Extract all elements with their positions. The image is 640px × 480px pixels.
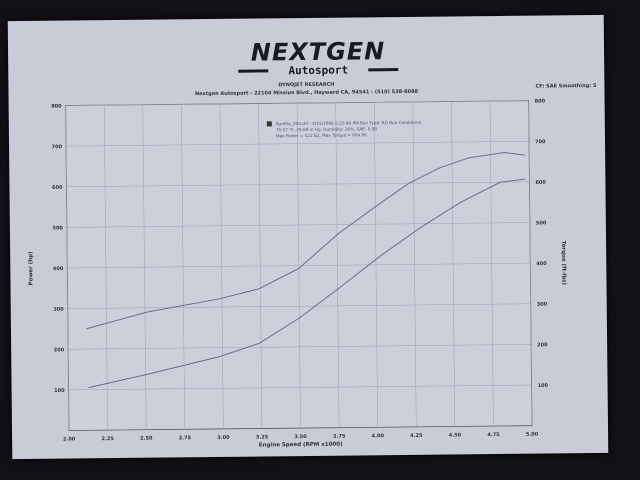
data-point — [338, 287, 340, 289]
x-tick-label: 2.00 — [63, 436, 76, 442]
data-point — [258, 288, 260, 290]
x-tick-label: 4.00 — [372, 433, 385, 439]
grid-line-y — [66, 141, 530, 147]
y-tick-label: 100 — [54, 388, 65, 394]
y-right-tick-label: 700 — [535, 139, 546, 145]
x-tick-label: 4.75 — [487, 432, 500, 438]
grid-line-y — [66, 181, 530, 188]
series-line-1 — [86, 152, 525, 330]
y-tick-label: 700 — [52, 144, 63, 150]
data-point — [148, 373, 150, 375]
x-tick-label: 4.50 — [449, 432, 462, 438]
data-point — [439, 167, 441, 169]
data-point — [298, 268, 300, 269]
dyno-sheet: NEXTGEN Autosport DYNOJET RESEARCH Nextg… — [7, 14, 609, 460]
grid-line-y — [65, 100, 529, 106]
data-point — [86, 328, 87, 330]
data-point — [338, 233, 339, 234]
y-right-tick-label: 500 — [536, 220, 547, 226]
data-point — [147, 311, 149, 313]
data-point — [419, 227, 421, 229]
y-tick-label: 500 — [52, 225, 63, 231]
grid-line-y — [66, 222, 530, 228]
legend-line: 75.57 °F, 29.69 in Hg, Humidity: 26%, SA… — [276, 126, 378, 132]
y-tick-label: 800 — [51, 104, 62, 110]
x-tick-label: 2.25 — [101, 436, 114, 442]
data-point — [408, 182, 410, 184]
legend-line: Max Power = 522.62, Max Torque = 604.66 — [276, 132, 367, 138]
x-tick-label: 3.50 — [294, 434, 307, 440]
x-tick-label: 2.75 — [179, 435, 192, 441]
data-point — [459, 202, 461, 203]
x-tick-label: 4.25 — [410, 433, 423, 439]
data-point — [88, 387, 90, 389]
y-right-tick-label: 300 — [537, 302, 548, 308]
data-point — [380, 255, 381, 257]
data-point — [468, 157, 470, 159]
data-point — [219, 356, 220, 358]
x-tick-label: 3.00 — [217, 435, 230, 441]
y-tick-label: 200 — [54, 347, 65, 353]
data-point — [379, 203, 381, 204]
dyno-chart: 2.00 2.25 2.50 2.75 3.00 3.25 3.50 3.75 4.00 4.25… — [28, 99, 566, 449]
x-tick-label: 3.75 — [333, 434, 346, 440]
x-axis-label: Engine Speed (RPM x1000) — [259, 442, 343, 449]
y-tick-label: 300 — [53, 307, 64, 313]
data-point — [499, 181, 501, 183]
grid-line-y — [68, 344, 532, 350]
y-right-tick-label: 100 — [538, 383, 549, 389]
data-point — [524, 154, 525, 156]
x-tick-label: 5.00 — [526, 432, 539, 438]
grid-line-y — [67, 303, 531, 309]
grid-line-y — [68, 384, 532, 391]
y-right-tick-label: 200 — [537, 342, 548, 348]
x-tick-label: 2.50 — [140, 436, 153, 442]
y-right-axis-label: Torque (ft-lbs) — [560, 241, 566, 286]
data-point — [218, 298, 220, 300]
y-tick-label: 600 — [52, 185, 63, 191]
legend-swatch — [266, 121, 272, 127]
data-point — [524, 178, 526, 180]
y-tick-label: 400 — [53, 266, 64, 272]
x-tick-label: 3.25 — [256, 434, 269, 440]
grid-line-y — [67, 262, 531, 269]
data-point — [504, 152, 505, 153]
data-point — [298, 317, 300, 319]
y-right-tick-label: 600 — [535, 180, 546, 186]
y-axis-label: Power (hp) — [28, 251, 34, 286]
y-right-tick-label: 800 — [535, 99, 546, 105]
y-right-tick-label: 400 — [536, 261, 547, 267]
data-point — [259, 342, 260, 344]
legend-line: RunFile_004.drf - 5/15/2006 5:25:40 PM R… — [276, 120, 421, 127]
